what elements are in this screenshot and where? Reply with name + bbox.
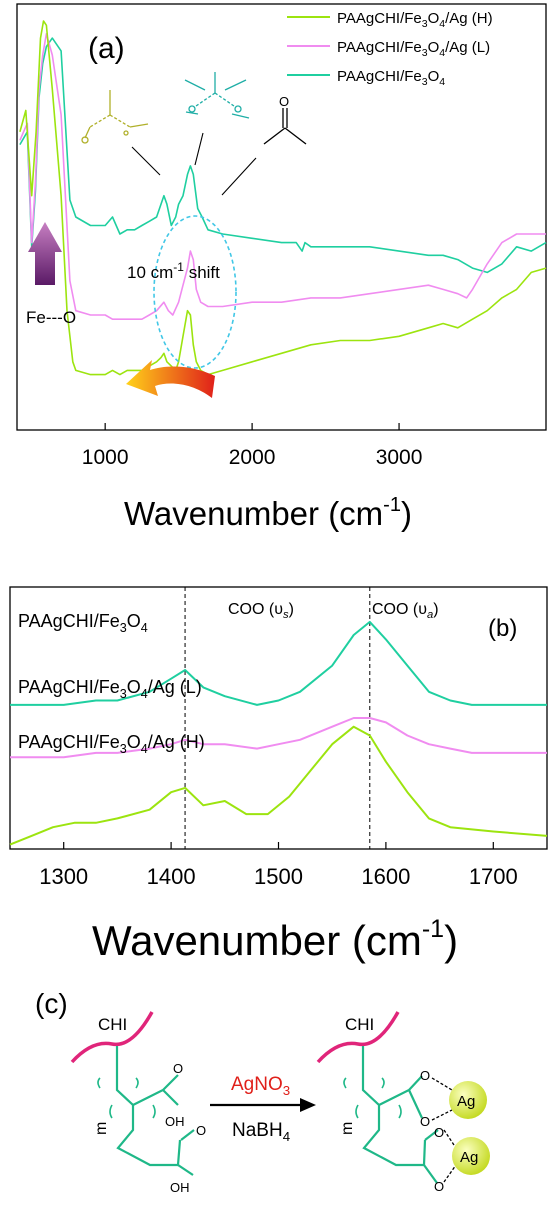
reaction-arrow-head (300, 1098, 316, 1112)
coordination-bond-1 (431, 1077, 453, 1091)
series-label-high: PAAgCHI/Fe3O4/Ag (H) (18, 732, 205, 756)
panel-a-xlabel: Wavenumber (cm-1) (124, 494, 412, 532)
oh-label-left-1: OH (165, 1114, 185, 1129)
shift-annotation: 10 cm-1 shift (127, 260, 220, 282)
series-line-a-high (19, 20, 547, 376)
series-line-a-base (19, 37, 547, 274)
tick-label-a-1000: 1000 (82, 446, 129, 469)
ag-label-2: Ag (460, 1149, 478, 1166)
ketone-oxygen-label: O (279, 94, 289, 109)
panel-a-frame (16, 3, 547, 431)
coordination-bond-2 (431, 1109, 453, 1121)
reagent-agno3: AgNO3 (231, 1074, 290, 1098)
bridging-carboxylate-icon (184, 72, 250, 119)
tick-label-b-1500: 1500 (254, 864, 303, 889)
upward-arrow (28, 222, 62, 285)
panel-c-label: (c) (35, 988, 68, 1019)
series-label-base: PAAgCHI/Fe3O4 (18, 611, 148, 635)
series-label-low: PAAgCHI/Fe3O4/Ag (L) (18, 677, 202, 701)
tick-label-b-1700: 1700 (469, 864, 518, 889)
m-label-right: m (339, 1122, 356, 1135)
series-line-b-base (10, 620, 547, 706)
reactant-structure: CHI O OH O OH m (70, 1011, 206, 1195)
coordination-bond-4 (443, 1164, 457, 1183)
product-structure: CHI O O O O Ag Ag (316, 1011, 490, 1194)
series-line-b-high (9, 725, 548, 846)
tick-label-b-1400: 1400 (147, 864, 196, 889)
panel-b-series (9, 620, 548, 846)
o-label-right-4: O (434, 1179, 444, 1194)
chi-chain-right (316, 1011, 400, 1064)
coo-asymmetric-label: COO (υa) (372, 601, 439, 621)
arrow-to-icon-2 (194, 132, 204, 166)
arrow-to-icon-3 (221, 157, 257, 196)
panel-b-label: (b) (488, 615, 517, 642)
backbone-right (343, 1046, 439, 1184)
panel-a: 1000 2000 3000 (a) PAAgCHI/Fe3O4/Ag (H) PA… (16, 3, 547, 532)
o-label-left-1: O (173, 1061, 183, 1076)
panel-b-ticks: 1300 1400 1500 1600 1700 (39, 842, 518, 889)
o-label-right-2: O (420, 1114, 430, 1129)
tick-label-b-1600: 1600 (361, 864, 410, 889)
panel-a-series (19, 20, 547, 376)
tick-label-a-3000: 3000 (376, 446, 423, 469)
ag-particle-1 (449, 1081, 487, 1119)
coordination-bond-3 (443, 1129, 457, 1149)
chi-label-right: CHI (345, 1015, 374, 1034)
backbone-left (97, 1046, 195, 1176)
panel-b: 1300 1400 1500 1600 1700 (b) PAAgCHI/Fe3O4 P… (9, 586, 548, 964)
coo-symmetric-label: COO (υs) (228, 601, 294, 621)
oh-label-left-2: OH (170, 1180, 190, 1195)
chi-label-left: CHI (98, 1015, 127, 1034)
tick-label-a-2000: 2000 (229, 446, 276, 469)
series-line-a-low (19, 33, 546, 320)
o-label-right-1: O (420, 1068, 430, 1083)
carboxyl-region-ellipse (153, 215, 237, 369)
fe-o-label: Fe---O (26, 308, 76, 327)
o-label-right-3: O (434, 1125, 444, 1140)
ag-label-1: Ag (457, 1093, 475, 1110)
reagent-nabh4: NaBH4 (232, 1120, 290, 1144)
panel-c: (c) CHI O OH O OH m AgNO3 (35, 988, 490, 1195)
series-line-b-low (10, 717, 547, 759)
tick-label-b-1300: 1300 (39, 864, 88, 889)
panel-a-label: (a) (88, 32, 125, 65)
legend-label-base: PAAgCHI/Fe3O4 (337, 68, 445, 88)
o-label-left-2: O (196, 1123, 206, 1138)
monodentate-carboxylate-icon (81, 90, 149, 144)
m-label-left: m (93, 1122, 110, 1135)
panel-b-xlabel: Wavenumber (cm-1) (92, 915, 458, 964)
shift-arrow (126, 360, 215, 398)
arrow-to-icon-1 (131, 146, 161, 176)
chi-chain-left (70, 1011, 154, 1064)
legend-label-high: PAAgCHI/Fe3O4/Ag (H) (337, 10, 493, 30)
legend-label-low: PAAgCHI/Fe3O4/Ag (L) (337, 39, 490, 59)
panel-a-ticks: 1000 2000 3000 (82, 423, 423, 469)
panel-b-markers (184, 587, 371, 849)
ketone-icon (263, 108, 307, 145)
panel-a-legend: PAAgCHI/Fe3O4/Ag (H) PAAgCHI/Fe3O4/Ag (L… (287, 10, 493, 88)
ag-particle-2 (452, 1137, 490, 1175)
